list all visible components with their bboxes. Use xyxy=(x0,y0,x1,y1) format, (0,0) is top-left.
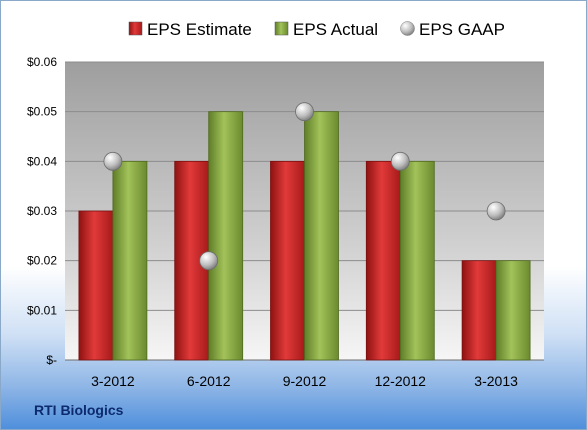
marker-eps-gaap xyxy=(199,251,219,271)
bar-eps-actual xyxy=(495,260,531,361)
legend-label: EPS Estimate xyxy=(147,20,252,39)
y-tick-label: $- xyxy=(46,353,57,367)
legend-swatch-eps-actual xyxy=(274,21,289,36)
x-tick-label: 3-2013 xyxy=(474,373,518,389)
x-tick-label: 3-2012 xyxy=(91,373,135,389)
legend-swatch-eps-estimate xyxy=(128,21,143,36)
marker-eps-gaap xyxy=(390,151,410,171)
y-tick-label: $0.03 xyxy=(27,204,57,218)
bar-eps-actual xyxy=(112,160,148,361)
marker-eps-gaap xyxy=(486,201,506,221)
bar-eps-estimate xyxy=(78,210,114,361)
bar-eps-estimate xyxy=(461,260,497,361)
x-tick-label: 9-2012 xyxy=(283,373,327,389)
y-tick-label: $0.05 xyxy=(27,105,57,119)
bar-eps-actual xyxy=(304,111,339,361)
x-tick-label: 12-2012 xyxy=(375,373,427,389)
legend-label: EPS GAAP xyxy=(419,20,505,39)
legend-label: EPS Actual xyxy=(293,20,378,39)
bar-eps-estimate xyxy=(365,160,401,361)
x-tick-label: 6-2012 xyxy=(187,373,231,389)
marker-eps-gaap xyxy=(295,102,314,122)
bar-eps-actual xyxy=(208,111,244,361)
y-tick-label: $0.01 xyxy=(27,303,57,317)
bar-eps-actual xyxy=(399,160,435,361)
y-tick-label: $0.02 xyxy=(27,254,57,268)
legend-swatch-eps-gaap xyxy=(400,21,415,36)
company-name: RTI Biologics xyxy=(34,402,124,418)
y-tick-label: $0.06 xyxy=(27,55,57,69)
marker-eps-gaap xyxy=(103,151,123,171)
bar-eps-estimate xyxy=(270,160,305,361)
y-tick-label: $0.04 xyxy=(27,154,57,168)
